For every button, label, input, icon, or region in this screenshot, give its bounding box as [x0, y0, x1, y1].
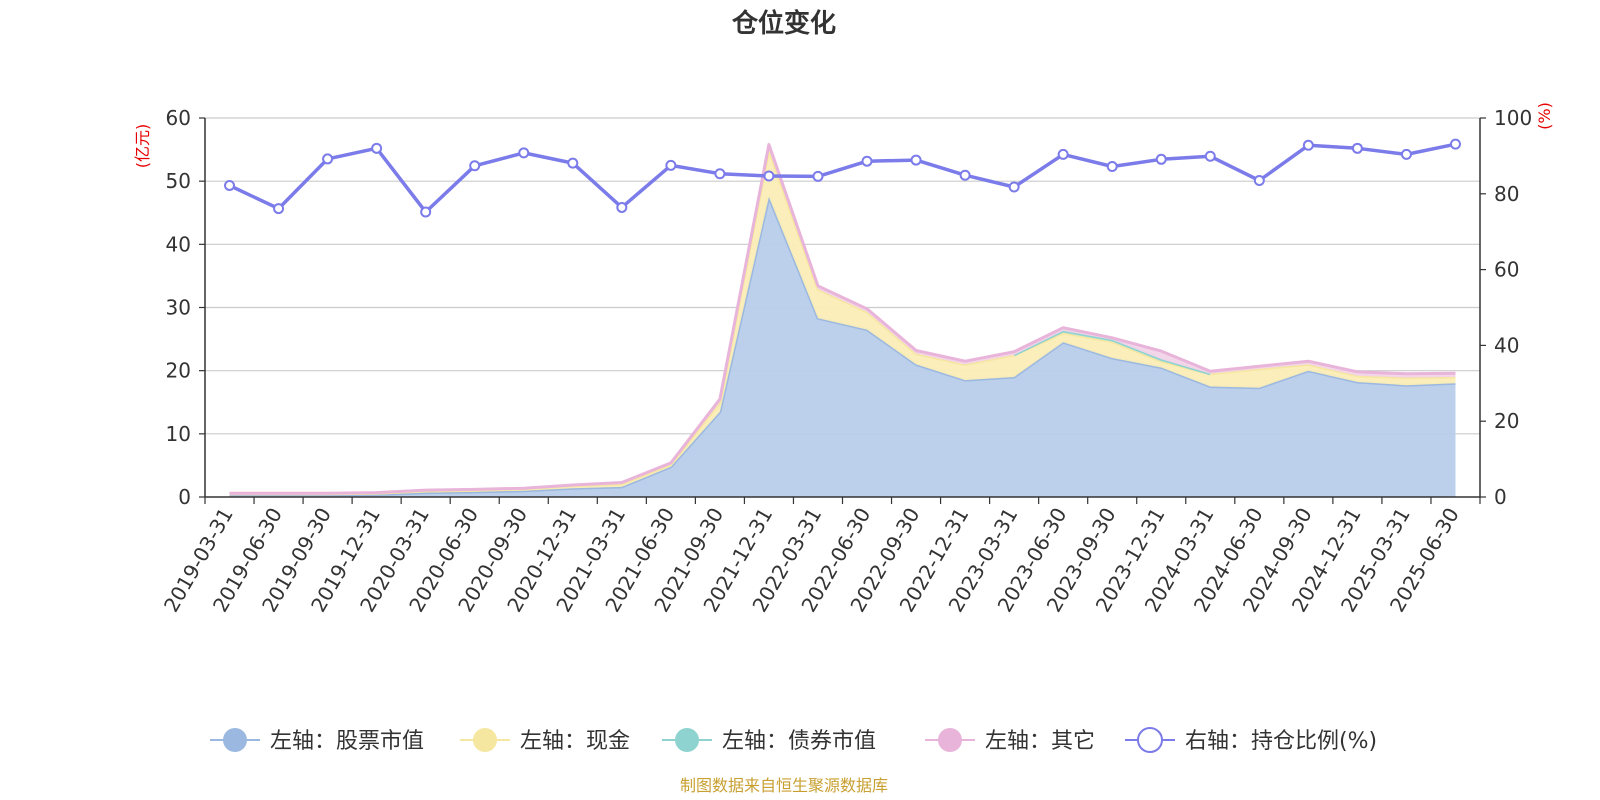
- axes: 0 10 20 30 40 50 60 0 20 40 60 80 100: [166, 106, 1533, 509]
- legend-label: 左轴：股票市值: [270, 729, 424, 754]
- ratio-point: [420, 206, 432, 218]
- ratio-point: [518, 147, 530, 159]
- legend-label: 左轴：现金: [520, 729, 630, 754]
- ratio-point: [371, 142, 383, 154]
- legend-item[interactable]: 左轴：股票市值: [210, 728, 424, 754]
- right-axis-unit: (%): [1535, 102, 1554, 130]
- ratio-point: [1008, 181, 1020, 193]
- legend-item[interactable]: 左轴：现金: [460, 728, 630, 754]
- holding-ratio-line: [224, 138, 1461, 218]
- ratio-point: [322, 153, 334, 165]
- legend-label: 左轴：债券市值: [722, 729, 876, 754]
- ratio-point: [1155, 153, 1167, 165]
- legend-swatch-marker: [223, 728, 247, 752]
- left-tick-label: 40: [166, 232, 191, 256]
- ratio-point: [1204, 150, 1216, 162]
- legend-label: 右轴：持仓比例(%): [1185, 729, 1377, 754]
- ratio-point: [714, 168, 726, 180]
- ratio-point: [616, 201, 628, 213]
- ratio-point: [861, 155, 873, 167]
- legend-item[interactable]: 右轴：持仓比例(%): [1125, 727, 1377, 754]
- right-tick-label: 20: [1494, 409, 1519, 433]
- ratio-point: [1253, 175, 1265, 187]
- legend-swatch-marker: [675, 728, 699, 752]
- stacked-areas: [229, 143, 1456, 497]
- ratio-point: [812, 170, 824, 182]
- legend-swatch-marker: [473, 728, 497, 752]
- left-tick-label: 60: [166, 106, 191, 130]
- ratio-point: [1351, 142, 1363, 154]
- ratio-point: [1106, 161, 1118, 173]
- ratio-point: [665, 159, 677, 171]
- ratio-point: [1400, 148, 1412, 160]
- left-tick-label: 30: [166, 296, 191, 320]
- right-tick-label: 60: [1494, 258, 1519, 282]
- ratio-point: [1057, 148, 1069, 160]
- area-fill: [229, 149, 1456, 495]
- left-tick-label: 0: [178, 485, 191, 509]
- ratio-point: [763, 170, 775, 182]
- left-axis-unit: (亿元): [133, 124, 152, 169]
- ratio-point: [959, 169, 971, 181]
- legend-item[interactable]: 左轴：其它: [925, 728, 1095, 754]
- ratio-line-path: [228, 142, 1456, 214]
- legend-item[interactable]: 左轴：债券市值: [662, 728, 876, 754]
- area-fill: [229, 197, 1456, 497]
- ratio-point: [469, 160, 481, 172]
- ratio-point: [910, 154, 922, 166]
- left-tick-label: 50: [166, 169, 191, 193]
- ratio-point: [567, 157, 579, 169]
- ratio-point: [224, 179, 236, 191]
- legend: 左轴：股票市值 左轴：现金 左轴：债券市值 左轴：其它 右轴：持仓比例(%): [210, 727, 1377, 754]
- area-line: [229, 143, 1456, 495]
- chart-title: 仓位变化: [731, 8, 836, 39]
- right-tick-label: 0: [1494, 485, 1507, 509]
- ratio-point: [1449, 138, 1461, 150]
- right-tick-label: 100: [1494, 106, 1532, 130]
- legend-swatch-marker: [1137, 727, 1163, 753]
- legend-label: 左轴：其它: [985, 729, 1095, 754]
- left-tick-label: 10: [166, 422, 191, 446]
- ratio-point: [1302, 139, 1314, 151]
- right-tick-label: 40: [1494, 333, 1519, 357]
- ratio-point: [273, 203, 285, 215]
- left-tick-label: 20: [166, 359, 191, 383]
- right-tick-label: 80: [1494, 182, 1519, 206]
- data-source-note: 制图数据来自恒生聚源数据库: [680, 776, 888, 795]
- x-axis-ticks: 2019-03-312019-06-302019-09-302019-12-31…: [159, 497, 1481, 616]
- legend-swatch-marker: [938, 728, 962, 752]
